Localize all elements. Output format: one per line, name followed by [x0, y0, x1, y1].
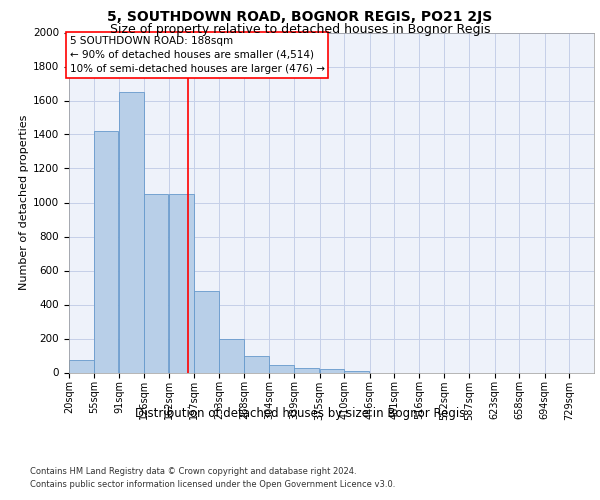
Bar: [144, 194, 169, 372]
Text: Contains HM Land Registry data © Crown copyright and database right 2024.: Contains HM Land Registry data © Crown c…: [30, 468, 356, 476]
Text: Distribution of detached houses by size in Bognor Regis: Distribution of detached houses by size …: [135, 408, 465, 420]
Bar: [119, 92, 144, 372]
Text: Size of property relative to detached houses in Bognor Regis: Size of property relative to detached ho…: [110, 22, 490, 36]
Bar: [294, 368, 319, 372]
Bar: [320, 369, 344, 372]
Bar: [169, 194, 194, 372]
Bar: [269, 365, 294, 372]
Text: 5, SOUTHDOWN ROAD, BOGNOR REGIS, PO21 2JS: 5, SOUTHDOWN ROAD, BOGNOR REGIS, PO21 2J…: [107, 10, 493, 24]
Bar: [244, 356, 269, 372]
Text: Contains public sector information licensed under the Open Government Licence v3: Contains public sector information licen…: [30, 480, 395, 489]
Bar: [344, 371, 369, 372]
Text: 5 SOUTHDOWN ROAD: 188sqm
← 90% of detached houses are smaller (4,514)
10% of sem: 5 SOUTHDOWN ROAD: 188sqm ← 90% of detach…: [70, 36, 325, 74]
Bar: [94, 131, 118, 372]
Bar: [194, 291, 218, 372]
Bar: [220, 338, 244, 372]
Y-axis label: Number of detached properties: Number of detached properties: [19, 115, 29, 290]
Bar: [69, 360, 94, 372]
